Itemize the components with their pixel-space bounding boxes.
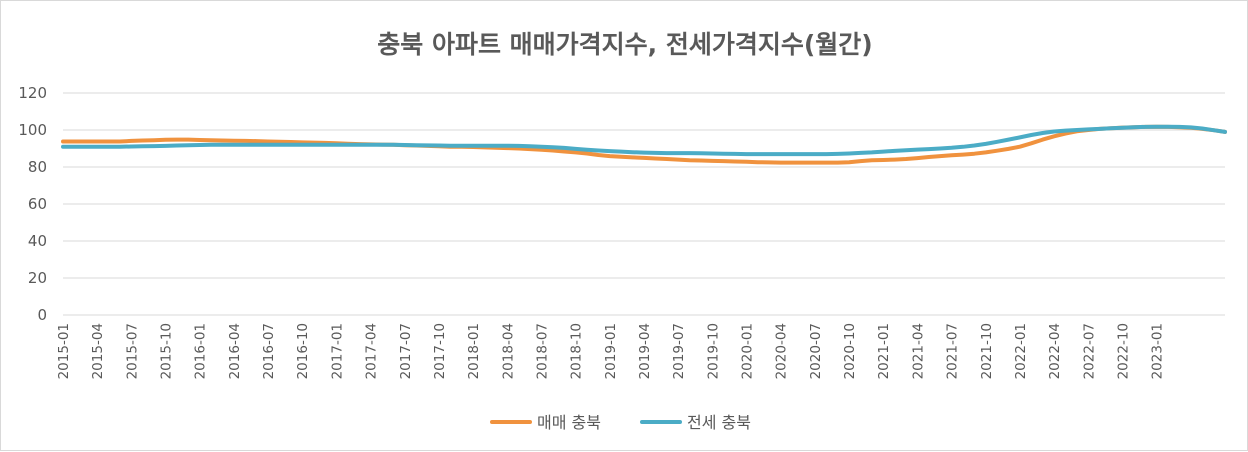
- y-tick-label: 120: [18, 84, 47, 102]
- x-tick-label: 2018-10: [569, 323, 585, 379]
- x-tick-label: 2021-10: [979, 323, 995, 379]
- x-tick-label: 2017-07: [398, 323, 414, 379]
- legend: 매매 충북 전세 충북: [490, 413, 751, 432]
- x-tick-label: 2018-04: [500, 323, 516, 379]
- x-tick-label: 2018-07: [534, 323, 550, 379]
- x-tick-label: 2018-01: [466, 323, 482, 379]
- x-tick-label: 2020-10: [842, 323, 858, 379]
- legend-label: 전세 충북: [687, 413, 751, 432]
- x-tick-label: 2019-04: [637, 323, 653, 379]
- x-tick-label: 2021-07: [945, 323, 961, 379]
- x-tick-label: 2020-07: [808, 323, 824, 379]
- x-tick-label: 2021-01: [876, 323, 892, 379]
- x-tick-label: 2015-01: [56, 323, 72, 379]
- x-tick-label: 2022-07: [1081, 323, 1097, 379]
- x-tick-label: 2017-04: [364, 323, 380, 379]
- y-tick-label: 60: [28, 195, 47, 213]
- y-tick-label: 100: [18, 121, 47, 139]
- x-tick-label: 2017-01: [329, 323, 345, 379]
- x-tick-label: 2016-10: [295, 323, 311, 379]
- x-tick-label: 2017-10: [432, 323, 448, 379]
- x-tick-label: 2016-04: [227, 323, 243, 379]
- x-tick-label: 2022-04: [1047, 323, 1063, 379]
- x-tick-label: 2015-04: [90, 323, 106, 379]
- y-tick-label: 0: [37, 306, 47, 324]
- series-line-sale: [61, 124, 1227, 165]
- x-tick-label: 2015-10: [159, 323, 175, 379]
- gridlines: [63, 92, 1225, 316]
- legend-label: 매매 충북: [537, 413, 601, 432]
- x-tick-label: 2021-04: [910, 323, 926, 379]
- x-tick-label: 2020-01: [740, 323, 756, 379]
- x-tick-label: 2023-01: [1150, 323, 1166, 379]
- x-tick-label: 2020-04: [774, 323, 790, 379]
- x-tick-label: 2019-07: [671, 323, 687, 379]
- y-axis-ticks: 0 20 40 60 80 100 120: [18, 84, 47, 324]
- series-line-jeonse: [61, 124, 1227, 157]
- y-tick-label: 80: [28, 158, 47, 176]
- x-tick-label: 2015-07: [124, 323, 140, 379]
- x-tick-label: 2019-10: [705, 323, 721, 379]
- x-axis-ticks: 2015-01 2015-04 2015-07 2015-10 2016-01 2016-…: [56, 323, 1166, 379]
- series-lines: [61, 124, 1227, 165]
- x-tick-label: 2016-07: [261, 323, 277, 379]
- x-tick-label: 2022-10: [1115, 323, 1131, 379]
- y-tick-label: 20: [28, 269, 47, 287]
- x-tick-label: 2022-01: [1013, 323, 1029, 379]
- y-tick-label: 40: [28, 232, 47, 250]
- x-tick-label: 2016-01: [193, 323, 209, 379]
- chart-title: 충북 아파트 매매가격지수, 전세가격지수(월간): [377, 30, 872, 59]
- x-tick-label: 2019-01: [603, 323, 619, 379]
